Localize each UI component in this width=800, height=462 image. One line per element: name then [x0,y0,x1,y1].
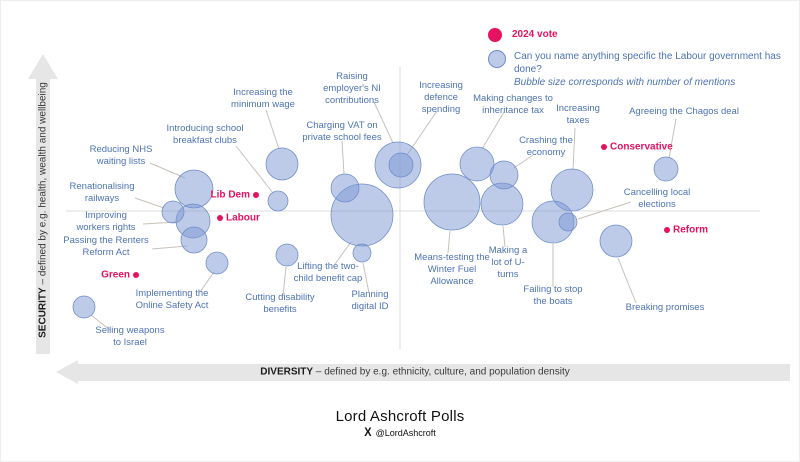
x-axis-label-rest: – defined by e.g. ethnicity, culture, an… [313,366,570,378]
bubble [423,173,481,231]
bubble [180,226,208,254]
y-axis-arrowhead-icon [28,54,58,79]
bubble-label: Crashing the economy [519,134,573,158]
bubble-label: Charging VAT on private school fees [302,119,382,143]
leader-line [373,101,394,144]
legend: 2024 vote Can you name anything specific… [488,28,800,97]
bubble [653,156,679,182]
bubble [205,251,229,275]
legend-bubble-row: Can you name anything specific the Labou… [488,50,800,89]
bubble [330,173,360,203]
bubble-label: Increasing defence spending [419,79,463,116]
leader-line [481,111,505,150]
legend-question: Can you name anything specific the Labou… [514,51,781,75]
leader-line [668,118,677,159]
bubble-label: Increasing taxes [556,102,600,126]
bubble-label: Breaking promises [625,301,705,313]
bubble-label: Means-testing the Winter Fuel Allowance [414,251,490,288]
footer: Lord Ashcroft Polls X @LordAshcroft [0,408,800,439]
leader-line [617,257,637,304]
bubble-label: Introducing school breakfast clubs [166,122,244,146]
y-axis-arrow [36,78,50,354]
party-dot [133,272,139,278]
bubble-label: Failing to stop the boats [523,283,583,307]
x-axis-label: DIVERSITY – defined by e.g. ethnicity, c… [260,367,569,378]
vote-dot-icon [488,28,502,42]
bubble-label: Implementing the Online Safety Act [135,287,209,311]
bubble [388,152,414,178]
leader-line [447,230,451,254]
party-label: Reform [673,224,709,236]
bubble [267,190,289,212]
leader-line [577,201,632,220]
leader-line [149,162,186,179]
leader-line [362,262,370,294]
party-label: Conservative [610,141,673,153]
bubble [161,200,185,224]
party-label: Green [101,269,130,281]
bubble-label: Cancelling local elections [623,186,691,210]
bubble-label: Reducing NHS waiting lists [89,143,153,167]
leader-line [341,140,345,175]
bubble-label: Agreeing the Chagos deal [629,105,739,117]
party-label: Lib Dem [210,189,250,201]
party-dot [217,215,223,221]
party-label: Labour [226,212,260,224]
bubble-label: Selling weapons to Israel [95,324,165,348]
leader-line [502,225,506,248]
x-axis-arrowhead-icon [56,360,78,384]
leader-line [282,266,287,297]
bubble [72,295,96,319]
party-dot [253,192,259,198]
leader-line [572,127,576,171]
bubble-label: Improving workers rights [76,209,136,233]
bubble [265,147,299,181]
bubble-label: Renationalising railways [69,180,135,204]
legend-vote-row: 2024 vote [488,28,800,42]
bubble [352,243,372,263]
leader-line [235,145,274,194]
x-axis-label-bold: DIVERSITY [260,366,314,378]
party-dot [601,144,607,150]
bubble-label: Increasing the minimum wage [231,86,295,110]
bubble [558,212,578,232]
leader-line [151,245,188,250]
bubble-label: Raising employer's NI contributions [323,70,381,107]
leader-line [90,314,111,331]
bubble [550,168,594,212]
leader-line [513,154,534,169]
footer-title: Lord Ashcroft Polls [335,408,465,425]
leader-line [265,109,280,150]
bubble-label: Passing the Renters Reform Act [63,234,149,258]
legend-vote-label: 2024 vote [512,29,558,40]
leader-line [199,271,215,293]
bubble-label: Lifting the two- child benefit cap [293,260,363,284]
leader-line [134,197,165,209]
bubble-label: Making a lot of U- turns [488,244,528,281]
bubble [599,224,633,258]
party-dot [664,227,670,233]
x-logo-icon: X [364,426,372,440]
leader-line [334,241,352,265]
footer-handle-row: X @LordAshcroft [0,426,800,440]
x-axis-arrow [78,364,790,381]
bubble-label: Planning digital ID [351,288,389,312]
footer-handle: @LordAshcroft [375,428,436,438]
bubble-label: Cutting disability benefits [245,291,315,315]
bubble-icon [488,50,506,68]
bubble [275,243,299,267]
legend-note: Bubble size corresponds with number of m… [514,77,736,88]
bubble [459,146,495,182]
bubble [489,160,519,190]
